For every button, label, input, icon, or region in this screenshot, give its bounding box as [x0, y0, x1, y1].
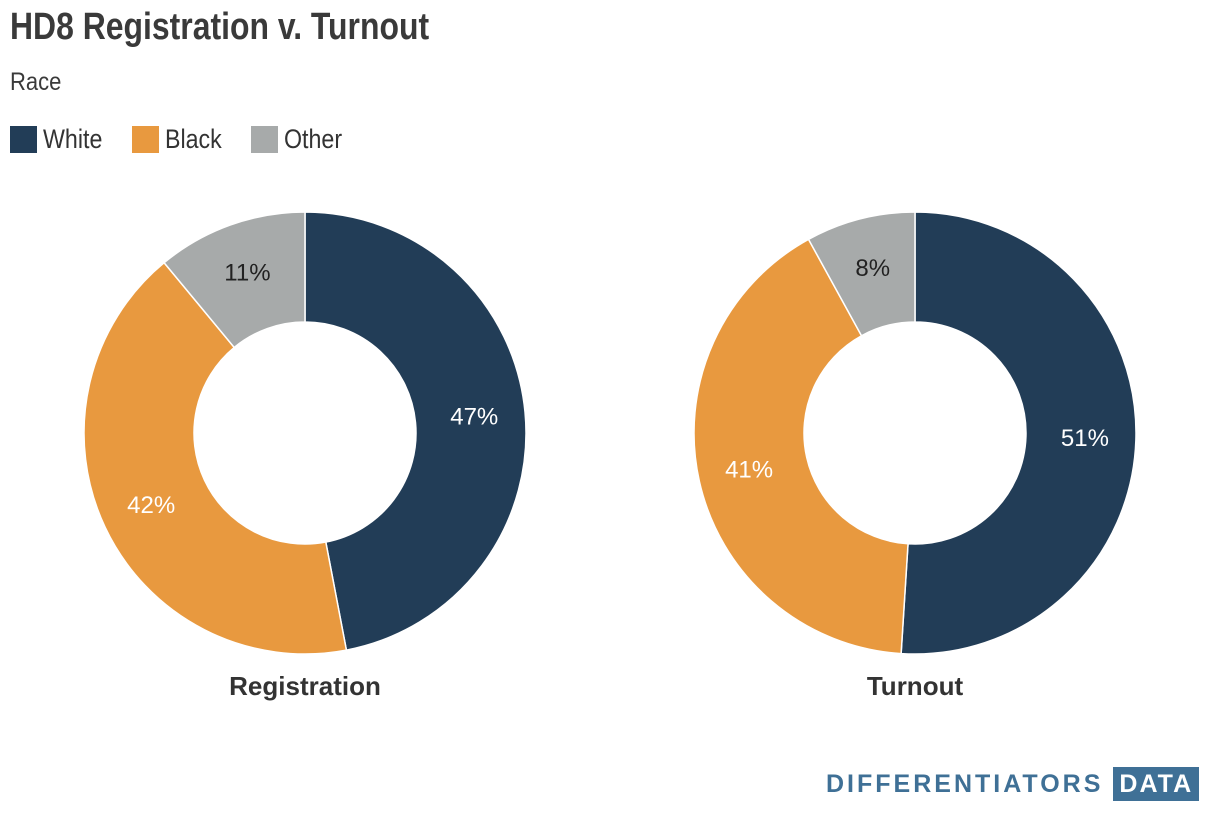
legend-item-black: Black	[132, 124, 231, 155]
turnout-slice-other	[807, 211, 916, 337]
legend-label-white: White	[43, 124, 103, 154]
brand-badge-text: DATA	[1113, 767, 1200, 801]
turnout-label-other: 8%	[855, 255, 890, 282]
brand-main-text: DIFFERENTIATORS	[826, 769, 1104, 798]
legend-swatch-other	[251, 126, 279, 153]
registration-slice-other	[163, 211, 306, 349]
registration-slice-white	[304, 211, 527, 651]
chart-subtitle: Race	[10, 68, 62, 96]
registration-chart-title: Registration	[229, 671, 381, 701]
legend-label-black: Black	[165, 124, 222, 154]
legend: White Black Other	[10, 124, 372, 155]
legend-swatch-black	[132, 126, 160, 153]
legend-label-other: Other	[284, 124, 343, 154]
legend-swatch-white	[10, 126, 37, 153]
turnout-label-black: 41%	[725, 457, 773, 484]
registration-slice-black	[83, 261, 348, 655]
registration-label-black: 42%	[127, 492, 175, 519]
legend-item-other: Other	[251, 124, 352, 155]
turnout-label-white: 51%	[1061, 425, 1109, 452]
turnout-slice-white	[900, 211, 1137, 655]
registration-label-other: 11%	[224, 260, 270, 287]
legend-item-white: White	[10, 124, 112, 155]
turnout-chart-title: Turnout	[867, 671, 964, 701]
brand-logo: DIFFERENTIATORS DATA	[826, 766, 1200, 802]
registration-label-white: 47%	[450, 404, 498, 431]
turnout-slice-black	[693, 238, 909, 655]
chart-title: HD8 Registration v. Turnout	[10, 6, 430, 48]
